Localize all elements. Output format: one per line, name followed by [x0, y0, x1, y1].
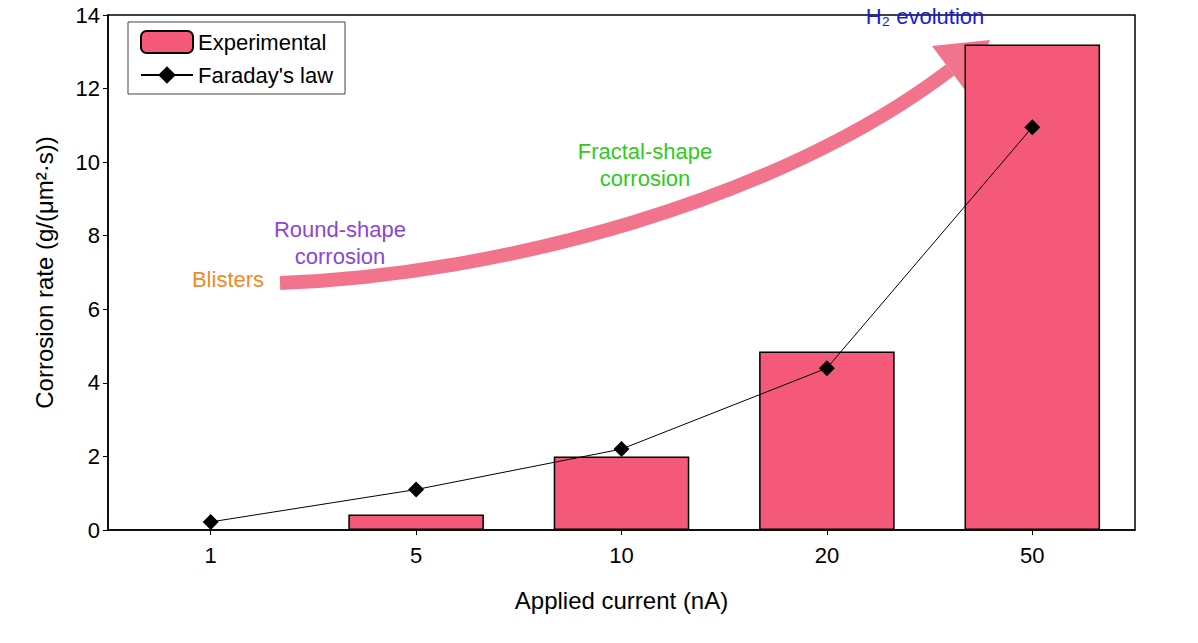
svg-text:14: 14	[76, 3, 100, 28]
svg-text:Blisters: Blisters	[192, 267, 264, 292]
svg-text:Applied current (nA): Applied current (nA)	[515, 587, 728, 614]
svg-text:1: 1	[205, 543, 217, 568]
svg-text:Corrosion rate (g/(μm²·s)): Corrosion rate (g/(μm²·s))	[31, 136, 58, 409]
svg-text:5: 5	[410, 543, 422, 568]
svg-text:4: 4	[88, 370, 100, 395]
svg-text:Fractal-shape: Fractal-shape	[578, 139, 713, 164]
svg-text:2: 2	[88, 444, 100, 469]
svg-text:8: 8	[88, 223, 100, 248]
svg-text:50: 50	[1020, 543, 1044, 568]
svg-text:20: 20	[815, 543, 839, 568]
svg-text:12: 12	[76, 76, 100, 101]
svg-text:H₂ evolution: H₂ evolution	[866, 4, 985, 29]
svg-text:Faraday's law: Faraday's law	[198, 63, 333, 88]
svg-text:10: 10	[609, 543, 633, 568]
svg-text:corrosion: corrosion	[295, 244, 385, 269]
svg-text:Experimental: Experimental	[198, 30, 326, 55]
svg-text:10: 10	[76, 150, 100, 175]
svg-text:Round-shape: Round-shape	[274, 217, 406, 242]
svg-text:corrosion: corrosion	[600, 166, 690, 191]
svg-text:6: 6	[88, 297, 100, 322]
svg-text:0: 0	[88, 518, 100, 543]
